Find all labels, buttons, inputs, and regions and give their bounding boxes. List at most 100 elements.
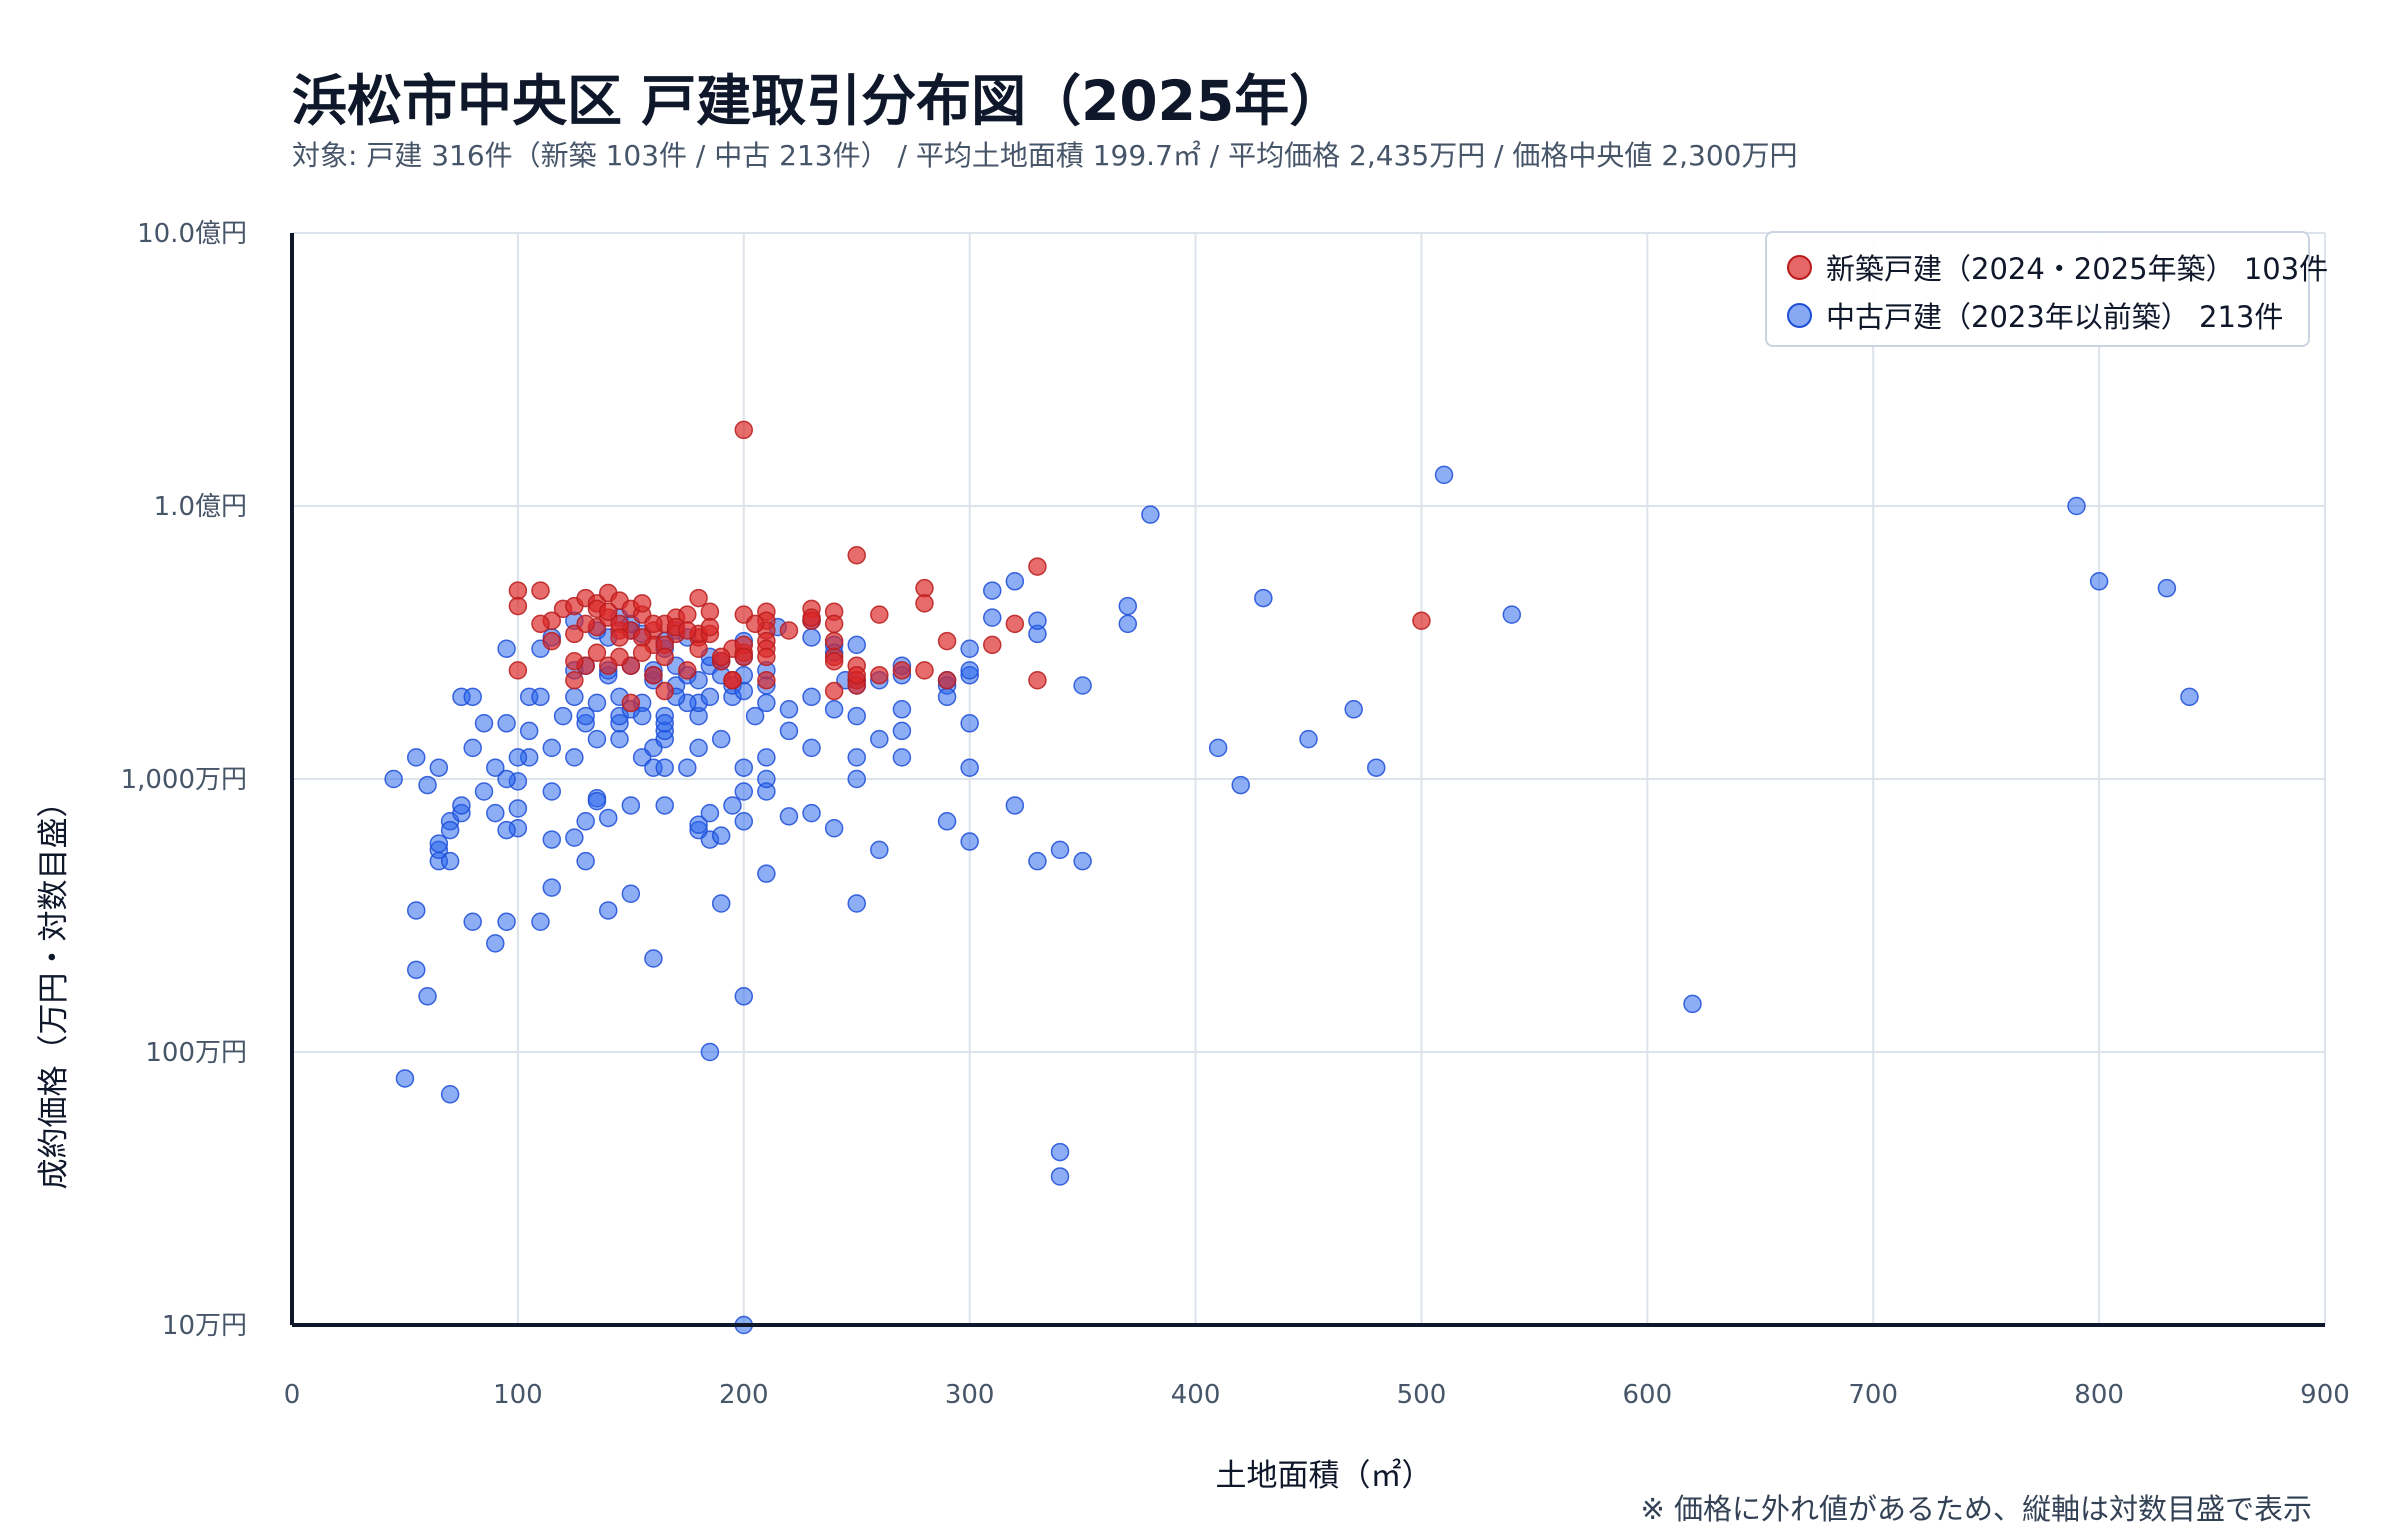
- x-tick-label: 100: [493, 1380, 543, 1410]
- legend-item-used: 中古戸建（2023年以前築） 213件: [1787, 293, 2283, 337]
- point-new: [915, 594, 934, 613]
- y-tick-label: 10万円: [162, 1311, 247, 1341]
- point-used: [452, 796, 471, 815]
- point-used: [632, 706, 652, 726]
- point-used: [960, 832, 979, 851]
- x-tick-label: 700: [1848, 1380, 1898, 1410]
- point-new: [779, 621, 799, 640]
- point-used: [542, 782, 562, 801]
- point-used: [700, 1042, 720, 1062]
- legend-item-new: 新築戸建（2024・2025年築） 103件: [1787, 245, 2328, 289]
- point-used: [384, 769, 403, 789]
- point-new: [508, 661, 528, 680]
- point-used: [440, 851, 460, 871]
- point-new: [847, 665, 866, 685]
- point-used: [486, 758, 505, 777]
- point-used: [2089, 572, 2109, 591]
- point-used: [587, 791, 607, 811]
- point-new: [1028, 670, 1047, 690]
- point-new: [678, 621, 697, 640]
- point-used: [1050, 840, 1070, 860]
- point-used: [689, 815, 708, 834]
- y-tick-label: 1.0億円: [154, 492, 247, 522]
- point-used: [824, 819, 844, 838]
- point-new: [757, 670, 776, 690]
- point-used: [655, 714, 674, 733]
- point-new: [700, 617, 720, 637]
- point-new: [711, 647, 731, 667]
- point-used: [598, 901, 618, 920]
- point-new: [598, 602, 618, 621]
- point-used: [802, 687, 821, 707]
- point-new: [632, 594, 652, 613]
- point-used: [542, 738, 562, 758]
- point-used: [711, 826, 731, 845]
- point-used: [734, 758, 754, 777]
- point-new: [689, 588, 708, 608]
- point-used: [440, 1085, 460, 1104]
- point-used: [531, 687, 550, 707]
- x-tick-label: 800: [2074, 1380, 2124, 1410]
- point-new: [870, 665, 889, 685]
- point-used: [621, 884, 641, 903]
- point-used: [1118, 596, 1138, 616]
- point-used: [1299, 729, 1318, 749]
- point-used: [892, 721, 912, 741]
- point-used: [847, 769, 866, 789]
- point-used: [757, 769, 776, 789]
- legend-label-new: 新築戸建（2024・2025年築） 103件: [1826, 252, 2329, 286]
- x-tick-label: 900: [2300, 1380, 2350, 1410]
- point-new: [655, 681, 674, 701]
- point-new: [565, 651, 584, 671]
- point-used: [463, 912, 482, 931]
- x-tick-label: 600: [1623, 1380, 1673, 1410]
- point-used: [960, 661, 979, 680]
- point-used: [711, 894, 731, 913]
- point-new: [542, 631, 562, 651]
- data-points: [384, 420, 2199, 1335]
- point-used: [655, 796, 674, 815]
- point-used: [542, 830, 562, 849]
- point-used: [406, 901, 426, 920]
- point-used: [892, 700, 912, 719]
- point-used: [395, 1069, 415, 1088]
- point-used: [576, 812, 595, 831]
- point-used: [576, 851, 595, 871]
- point-used: [779, 807, 799, 826]
- point-new: [723, 670, 742, 690]
- point-new: [700, 602, 720, 621]
- point-new: [802, 608, 821, 627]
- point-used: [1073, 676, 1092, 695]
- point-new: [610, 628, 629, 647]
- footnote: ※ 価格に外れ値があるため、縦軸は対数目盛で表示: [1640, 1492, 2312, 1526]
- y-tick-label: 10.0億円: [137, 219, 247, 249]
- point-used: [2067, 496, 2086, 516]
- point-used: [497, 912, 516, 931]
- point-used: [587, 729, 607, 749]
- point-new: [824, 681, 844, 701]
- chart-title: 浜松市中央区 戸建取引分布図（2025年）: [292, 69, 1345, 133]
- point-used: [847, 894, 866, 913]
- point-used: [937, 812, 957, 831]
- point-used: [418, 775, 437, 795]
- point-new: [847, 546, 866, 565]
- point-new: [565, 670, 584, 690]
- point-used: [1050, 1167, 1070, 1186]
- point-new: [1005, 614, 1025, 634]
- legend-dot-new: [1787, 254, 1812, 280]
- point-used: [463, 687, 482, 707]
- point-used: [1434, 465, 1454, 485]
- point-new: [757, 647, 776, 667]
- point-used: [542, 878, 562, 897]
- point-new: [621, 693, 641, 713]
- point-used: [1118, 614, 1138, 634]
- chart-subtitle: 対象: 戸建 316件（新築 103件 / 中古 213件） / 平均土地面積 …: [292, 139, 1798, 172]
- point-new: [892, 661, 912, 680]
- point-used: [440, 820, 460, 840]
- grid-lines: [292, 232, 2326, 1325]
- point-used: [1141, 505, 1160, 524]
- point-used: [1231, 775, 1250, 795]
- point-used: [779, 721, 799, 741]
- point-new: [587, 643, 607, 663]
